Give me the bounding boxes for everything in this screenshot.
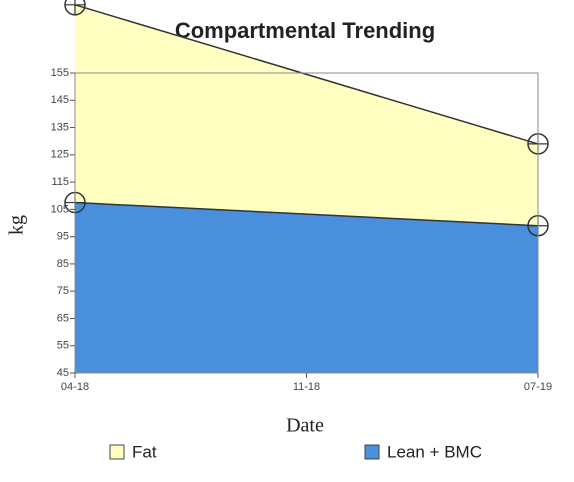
legend-label: Lean + BMC (387, 442, 482, 461)
y-tick-label: 65 (57, 312, 69, 324)
area-line (74, 4, 539, 145)
y-tick-label: 115 (51, 176, 69, 188)
y-tick-label: 85 (57, 258, 69, 270)
chart-title: Compartmental Trending (175, 18, 435, 43)
y-tick-label: 135 (51, 121, 69, 133)
y-tick-label: 95 (57, 231, 69, 243)
x-axis-label: Date (286, 415, 324, 437)
legend-label: Fat (132, 442, 157, 461)
x-tick-label: 07-19 (524, 381, 552, 393)
y-tick-label: 105 (51, 203, 69, 215)
y-tick-label: 75 (57, 285, 69, 297)
y-axis-label: kg (6, 215, 28, 235)
y-tick-label: 125 (51, 149, 69, 161)
x-tick-label: 11-18 (293, 381, 320, 393)
y-tick-label: 155 (51, 67, 69, 79)
y-tick-label: 45 (57, 367, 69, 379)
area (75, 202, 538, 373)
area-line (74, 201, 539, 227)
area (75, 4, 538, 226)
y-tick-label: 145 (51, 94, 69, 106)
x-tick-label: 04-18 (61, 381, 89, 393)
legend-swatch (364, 444, 380, 460)
y-tick-label: 55 (57, 340, 69, 352)
point-marker (64, 0, 86, 16)
legend-swatch (109, 444, 125, 460)
